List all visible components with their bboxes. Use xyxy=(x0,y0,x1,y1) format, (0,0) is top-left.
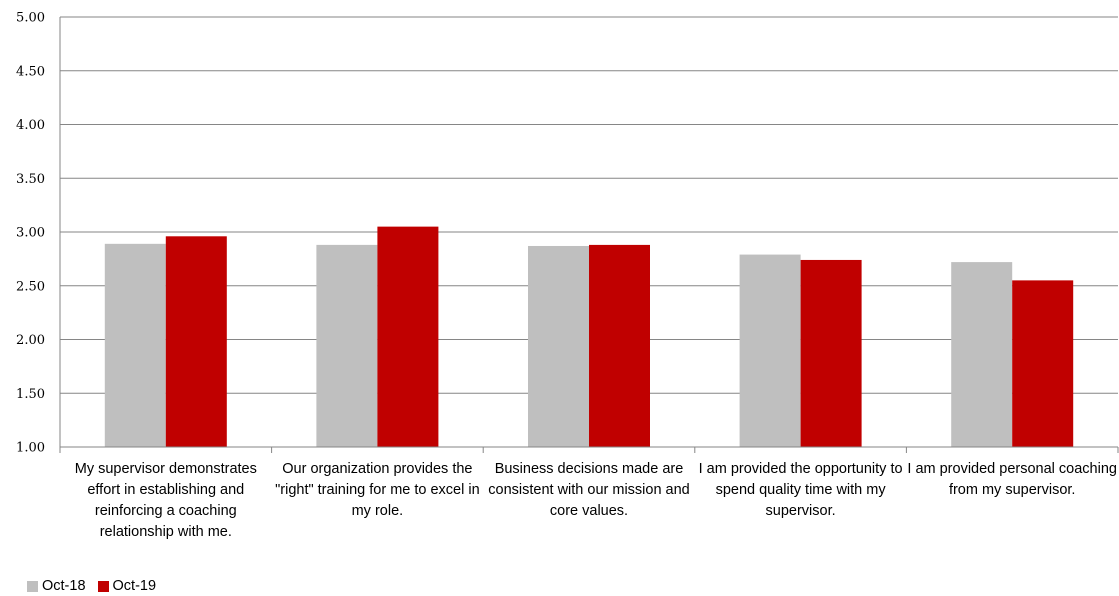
x-category-label: My supervisor demonstrates effort in est… xyxy=(74,461,257,540)
legend: Oct-18 Oct-19 xyxy=(27,578,168,594)
bar-oct-18-3 xyxy=(528,245,589,447)
bar-oct-19-1 xyxy=(165,236,227,447)
x-category-label: I am provided the opportunity to spend q… xyxy=(698,461,903,519)
x-category-label: I am provided personal coaching from my … xyxy=(907,461,1117,498)
legend-swatch-oct-19 xyxy=(97,580,109,592)
y-tick-label: 2.00 xyxy=(16,333,45,348)
y-tick-label: 1.00 xyxy=(16,441,45,456)
legend-item-oct-19: Oct-19 xyxy=(97,578,157,594)
y-tick-label: 5.00 xyxy=(16,11,45,26)
y-tick-label: 3.00 xyxy=(16,226,45,241)
bar-oct-18-1 xyxy=(104,243,166,447)
legend-label-oct-18: Oct-18 xyxy=(42,578,86,594)
gridlines xyxy=(60,16,1118,448)
y-tick-label: 1.50 xyxy=(16,387,45,402)
y-tick-label: 3.50 xyxy=(16,172,45,187)
y-tick-label: 4.50 xyxy=(16,64,45,79)
y-tick-label: 4.00 xyxy=(16,118,45,133)
bar-oct-19-4 xyxy=(800,259,862,447)
bar-oct-19-2 xyxy=(377,226,439,447)
legend-item-oct-18: Oct-18 xyxy=(27,578,86,594)
y-axis-ticks: 1.00 1.50 2.00 2.50 3.00 3.50 4.00 4.50 5.00 xyxy=(16,11,45,456)
x-category-label: Our organization provides the "right" tr… xyxy=(275,461,480,519)
legend-swatch-oct-18 xyxy=(27,580,38,592)
bar-oct-19-5 xyxy=(1012,280,1074,447)
x-category-label: Business decisions made are consistent w… xyxy=(488,461,690,519)
bar-oct-18-2 xyxy=(316,244,378,447)
y-tick-label: 2.50 xyxy=(16,279,45,294)
bar-oct-18-4 xyxy=(739,254,801,447)
bar-oct-18-5 xyxy=(951,262,1013,447)
bars xyxy=(104,226,1074,447)
legend-label-oct-19: Oct-19 xyxy=(112,578,157,594)
axes xyxy=(59,17,1119,453)
bar-oct-19-3 xyxy=(589,244,650,447)
